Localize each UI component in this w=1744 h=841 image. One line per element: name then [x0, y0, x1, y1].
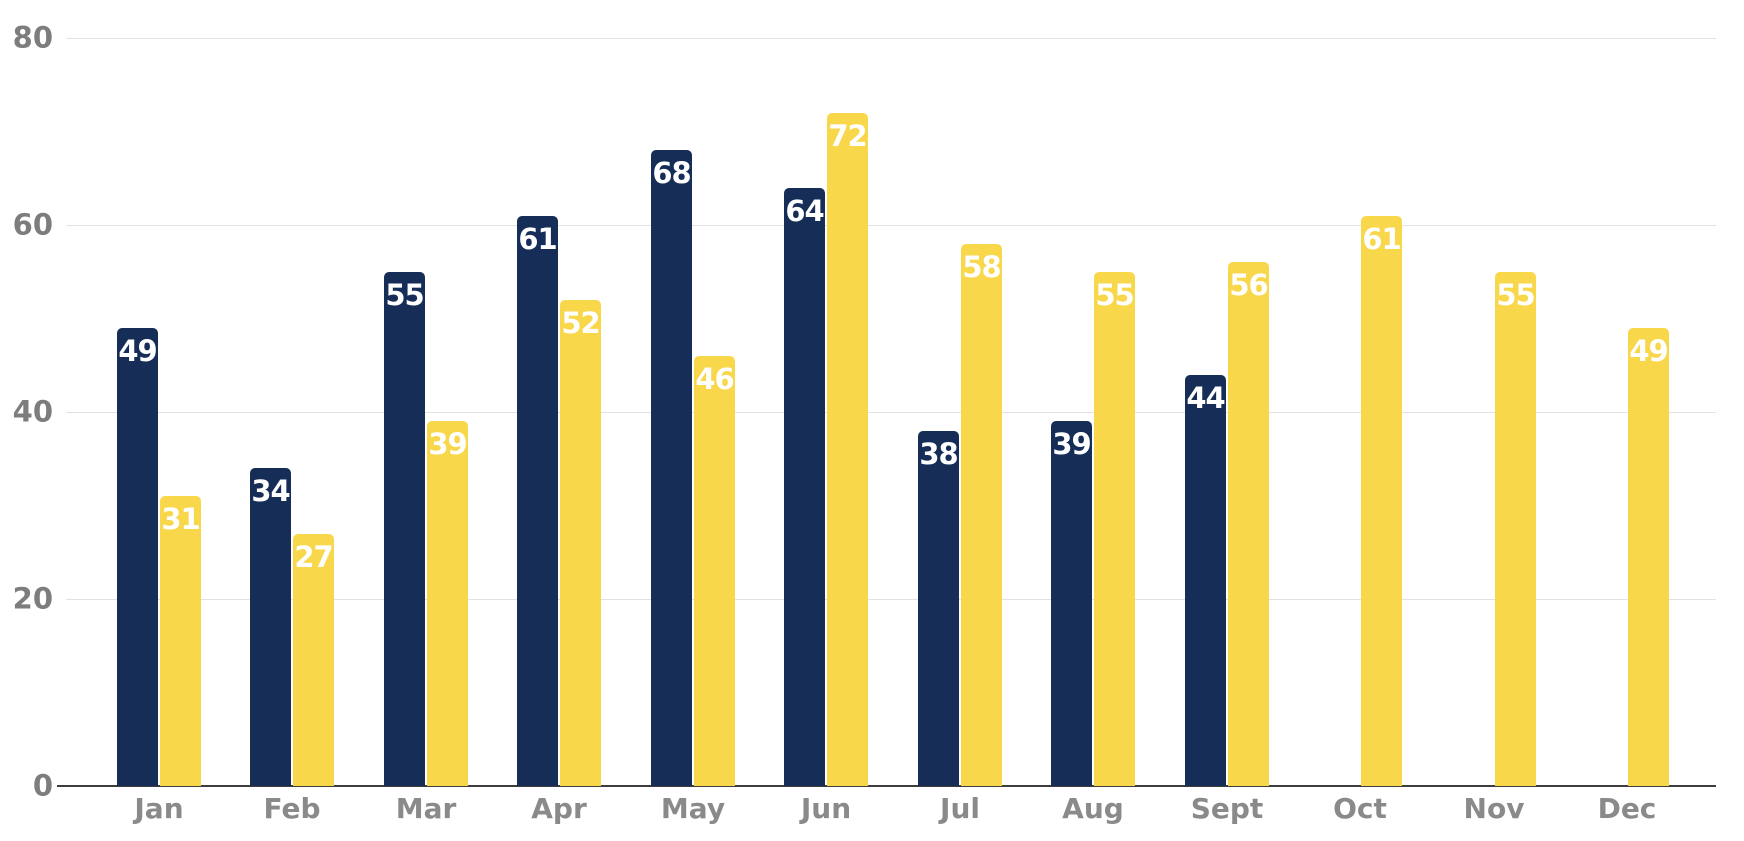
bar-may-navy-series: 68 — [651, 150, 692, 786]
y-axis-tick-label-40: 40 — [12, 394, 53, 429]
bar-value-label-feb-navy-series: 34 — [251, 474, 290, 508]
bar-value-label-jul-navy-series: 38 — [919, 437, 958, 471]
x-axis-label-jul: Jul — [940, 792, 980, 825]
bar-jan-navy-series: 49 — [117, 328, 158, 786]
bar-value-label-aug-navy-series: 39 — [1052, 427, 1091, 461]
bar-feb-navy-series: 34 — [250, 468, 291, 786]
bar-value-label-aug-yellow-series: 55 — [1095, 278, 1134, 312]
bar-value-label-apr-navy-series: 61 — [518, 222, 557, 256]
bar-aug-navy-series: 39 — [1051, 421, 1092, 786]
bar-aug-yellow-series: 55 — [1094, 272, 1135, 786]
gridline-60 — [66, 225, 1716, 226]
bar-sept-yellow-series: 56 — [1228, 262, 1269, 786]
x-axis-label-jan: Jan — [134, 792, 184, 825]
bar-value-label-dec-yellow-series: 49 — [1629, 334, 1668, 368]
bar-jul-navy-series: 38 — [918, 431, 959, 786]
x-axis-label-jun: Jun — [800, 792, 852, 825]
x-axis-label-mar: Mar — [395, 792, 457, 825]
x-axis-label-apr: Apr — [531, 792, 587, 825]
x-axis-baseline — [57, 785, 1716, 787]
bar-may-yellow-series: 46 — [694, 356, 735, 786]
y-axis-tick-label-20: 20 — [12, 581, 53, 616]
x-axis-label-nov: Nov — [1463, 792, 1525, 825]
bar-feb-yellow-series: 27 — [293, 534, 334, 786]
bar-value-label-mar-yellow-series: 39 — [428, 427, 467, 461]
bar-jul-yellow-series: 58 — [961, 244, 1002, 786]
x-axis-label-dec: Dec — [1597, 792, 1657, 825]
bar-value-label-oct-yellow-series: 61 — [1362, 222, 1401, 256]
bar-value-label-jun-navy-series: 64 — [785, 194, 824, 228]
bar-value-label-jul-yellow-series: 58 — [962, 250, 1001, 284]
y-axis-tick-label-0: 0 — [32, 768, 53, 803]
gridline-80 — [66, 38, 1716, 39]
bar-apr-yellow-series: 52 — [560, 300, 601, 786]
bar-nov-yellow-series: 55 — [1495, 272, 1536, 786]
bar-value-label-may-yellow-series: 46 — [695, 362, 734, 396]
y-axis-tick-label-60: 60 — [12, 207, 53, 242]
bar-value-label-may-navy-series: 68 — [652, 156, 691, 190]
bar-value-label-nov-yellow-series: 55 — [1496, 278, 1535, 312]
bar-jun-navy-series: 64 — [784, 188, 825, 786]
x-axis-label-may: May — [660, 792, 726, 825]
x-axis-label-oct: Oct — [1333, 792, 1387, 825]
bar-value-label-apr-yellow-series: 52 — [561, 306, 600, 340]
bar-value-label-sept-yellow-series: 56 — [1229, 268, 1268, 302]
bar-value-label-jun-yellow-series: 72 — [828, 119, 867, 153]
gridline-40 — [66, 412, 1716, 413]
bar-jan-yellow-series: 31 — [160, 496, 201, 786]
bar-mar-navy-series: 55 — [384, 272, 425, 786]
bar-jun-yellow-series: 72 — [827, 113, 868, 786]
bar-dec-yellow-series: 49 — [1628, 328, 1669, 786]
y-axis-tick-label-80: 80 — [12, 20, 53, 55]
bar-value-label-feb-yellow-series: 27 — [294, 540, 333, 574]
bar-apr-navy-series: 61 — [517, 216, 558, 786]
x-axis-label-aug: Aug — [1062, 792, 1124, 825]
gridline-20 — [66, 599, 1716, 600]
bar-mar-yellow-series: 39 — [427, 421, 468, 786]
bar-value-label-mar-navy-series: 55 — [385, 278, 424, 312]
x-axis-label-sept: Sept — [1190, 792, 1264, 825]
bar-value-label-jan-yellow-series: 31 — [161, 502, 200, 536]
bar-oct-yellow-series: 61 — [1361, 216, 1402, 786]
bar-value-label-sept-navy-series: 44 — [1186, 381, 1225, 415]
x-axis-label-feb: Feb — [263, 792, 321, 825]
bar-sept-navy-series: 44 — [1185, 375, 1226, 786]
bar-value-label-jan-navy-series: 49 — [118, 334, 157, 368]
